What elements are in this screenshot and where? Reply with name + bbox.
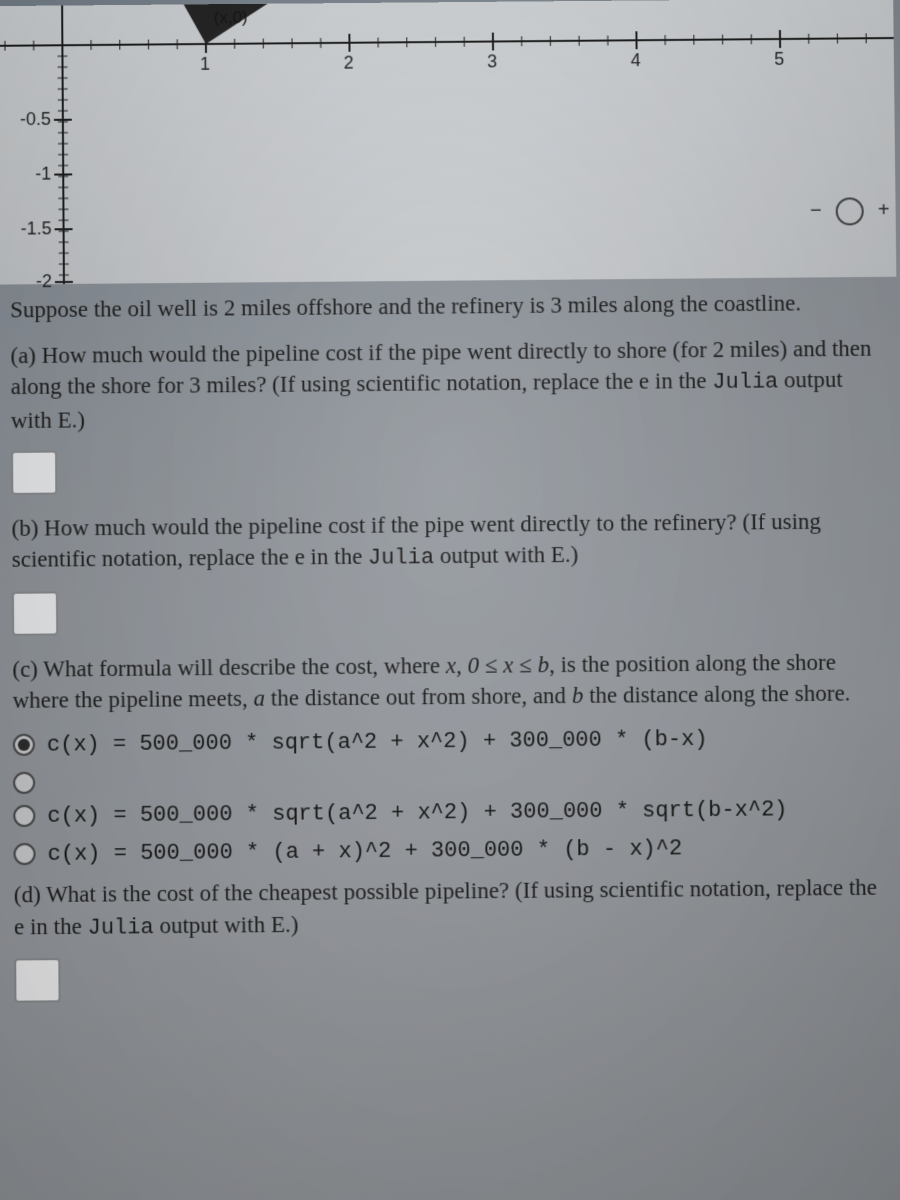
qd-after: output with E.) bbox=[154, 912, 299, 938]
question-c: (c) What formula will describe the cost,… bbox=[12, 646, 889, 717]
answer-b-input[interactable] bbox=[12, 591, 58, 635]
zoom-reset-button[interactable] bbox=[836, 197, 864, 225]
option-code-4: c(x) = 500_000 * (a + x)^2 + 300_000 * (… bbox=[48, 834, 683, 869]
qb-after: output with E.) bbox=[434, 542, 579, 568]
option-2[interactable] bbox=[13, 761, 890, 794]
radio-option-3[interactable] bbox=[13, 805, 35, 827]
y-tick-label: -0.5 bbox=[20, 109, 51, 130]
answer-d-input[interactable] bbox=[14, 958, 60, 1003]
question-b: (b) How much would the pipeline cost if … bbox=[11, 505, 887, 578]
graph-svg bbox=[0, 0, 896, 285]
x-tick-label: 4 bbox=[631, 50, 641, 71]
radio-option-1[interactable] bbox=[13, 734, 35, 756]
option-4[interactable]: c(x) = 500_000 * (a + x)^2 + 300_000 * (… bbox=[13, 832, 891, 869]
question-d: (d) What is the cost of the cheapest pos… bbox=[14, 872, 892, 945]
option-code-1: c(x) = 500_000 * sqrt(a^2 + x^2) + 300_0… bbox=[47, 725, 708, 761]
x-tick-label: 1 bbox=[200, 54, 210, 75]
qc-mid2: the distance out from shore, and bbox=[265, 683, 572, 711]
qc-math: x, 0 ≤ x ≤ b bbox=[446, 652, 549, 678]
intro-text: Suppose the oil well is 2 miles offshore… bbox=[10, 287, 885, 326]
option-code-3: c(x) = 500_000 * sqrt(a^2 + x^2) + 300_0… bbox=[47, 795, 787, 831]
qc-before: (c) What formula will describe the cost,… bbox=[12, 653, 446, 682]
radio-option-2[interactable] bbox=[13, 772, 35, 794]
qc-after: the distance along the shore. bbox=[583, 681, 850, 708]
qc-var-b: b bbox=[572, 683, 584, 708]
x-tick-label: 3 bbox=[487, 51, 497, 72]
y-tick-label: -2 bbox=[36, 271, 52, 292]
options-group: c(x) = 500_000 * sqrt(a^2 + x^2) + 300_0… bbox=[13, 723, 891, 869]
y-tick-label: -1.5 bbox=[21, 218, 52, 239]
radio-option-4[interactable] bbox=[13, 842, 35, 864]
answer-a-input[interactable] bbox=[11, 450, 57, 494]
qb-code: Julia bbox=[368, 545, 434, 571]
x-tick-label: 2 bbox=[344, 53, 354, 74]
qa-code: Julia bbox=[712, 370, 778, 396]
zoom-out-button[interactable]: − bbox=[802, 198, 830, 226]
qd-code: Julia bbox=[88, 915, 154, 941]
x-tick-label: 5 bbox=[774, 49, 784, 70]
option-3[interactable]: c(x) = 500_000 * sqrt(a^2 + x^2) + 300_0… bbox=[13, 794, 890, 831]
cursor-label: (x,0) bbox=[214, 8, 248, 28]
zoom-in-button[interactable]: + bbox=[870, 197, 898, 225]
graph-panel: 12345 -0.5-1-1.5-2 (x,0) − + bbox=[0, 0, 896, 285]
y-tick-label: -1 bbox=[35, 164, 51, 185]
qc-var-a: a bbox=[253, 686, 265, 711]
option-1[interactable]: c(x) = 500_000 * sqrt(a^2 + x^2) + 300_0… bbox=[13, 723, 890, 760]
question-a: (a) How much would the pipeline cost if … bbox=[10, 332, 886, 436]
